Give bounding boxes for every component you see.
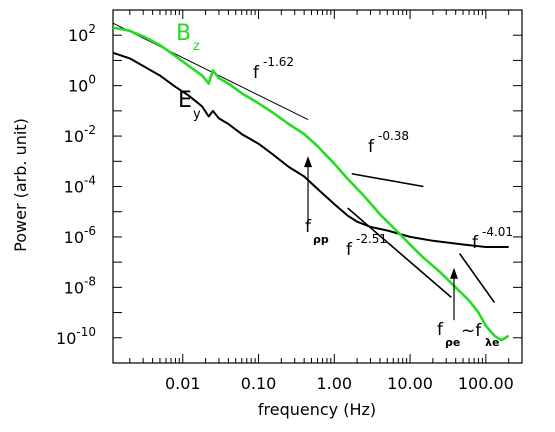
y-tick-label: 10-10 [56, 325, 96, 348]
fit-label-3-base: f [346, 240, 353, 260]
plot-frame [112, 9, 523, 364]
annotation-f-rho-e: f ρe [437, 320, 460, 349]
x-axis-label: frequency (Hz) [258, 400, 376, 419]
x-tick-label: 0.10 [241, 374, 277, 393]
fit-label-4: f -4.01 [472, 225, 513, 253]
y-tick-label: 10-2 [64, 123, 96, 146]
fit-label-4-exp: -4.01 [482, 225, 513, 239]
series-line-bz [112, 26, 510, 342]
annotations [304, 156, 459, 321]
x-tick-label: 1.00 [316, 374, 352, 393]
annotation-f-rho-p-base: f [305, 217, 312, 237]
arrow-head-2 [450, 267, 459, 279]
annotation-f-lambda-e-base: ~f [461, 321, 482, 341]
axis-tick-labels: 0.01 0.10 1.00 10.00 100.00 102 100 10-2 10-4 10-… [56, 22, 514, 393]
fit-label-2-base: f [368, 137, 375, 157]
y-tick-label: 102 [68, 22, 96, 45]
legend-label-bz: B z [176, 21, 200, 54]
series-line-ey [112, 51, 509, 248]
annotation-f-rho-e-base: f [437, 320, 444, 340]
series-sub-bz: z [193, 39, 200, 54]
y-axis-label: Power (arb. unit) [11, 118, 30, 252]
fit-label-1-base: f [253, 63, 260, 83]
y-tick-label: 10-8 [64, 274, 96, 297]
fit-label-2-exp: -0.38 [378, 129, 409, 143]
series-name-bz: B [176, 21, 191, 46]
fit-line-3 [347, 207, 452, 298]
data-series [112, 26, 510, 342]
y-tick-label: 10-6 [64, 224, 96, 247]
fit-label-2: f -0.38 [368, 129, 409, 157]
x-tick-label: 100.00 [458, 374, 514, 393]
fit-label-3: f -2.51 [346, 232, 387, 260]
fit-label-4-base: f [472, 233, 479, 253]
fit-line-4 [458, 253, 496, 304]
annotation-f-lambda-e-sub: λe [485, 336, 499, 349]
fit-lines [112, 22, 496, 304]
fit-line-1 [112, 22, 309, 121]
x-tick-label: 0.01 [165, 374, 201, 393]
annotation-f-lambda-e: ~f λe [461, 321, 499, 349]
y-tick-label: 10-4 [64, 174, 96, 197]
annotation-f-rho-p-sub: ρp [313, 233, 329, 246]
annotation-f-rho-e-sub: ρe [445, 336, 460, 349]
fit-line-2 [351, 172, 424, 188]
axis-ticks [113, 9, 523, 364]
x-tick-label: 10.00 [387, 374, 433, 393]
fit-label-3-exp: -2.51 [356, 232, 387, 246]
legend-label-ey: E y [178, 88, 201, 122]
y-tick-label: 100 [68, 73, 96, 96]
series-sub-ey: y [193, 107, 201, 122]
series-name-ey: E [178, 88, 192, 113]
annotation-f-rho-p: f ρp [305, 217, 329, 246]
arrow-head-1 [304, 156, 313, 168]
fit-label-1: f -1.62 [253, 55, 294, 83]
fit-label-1-exp: -1.62 [263, 55, 294, 69]
